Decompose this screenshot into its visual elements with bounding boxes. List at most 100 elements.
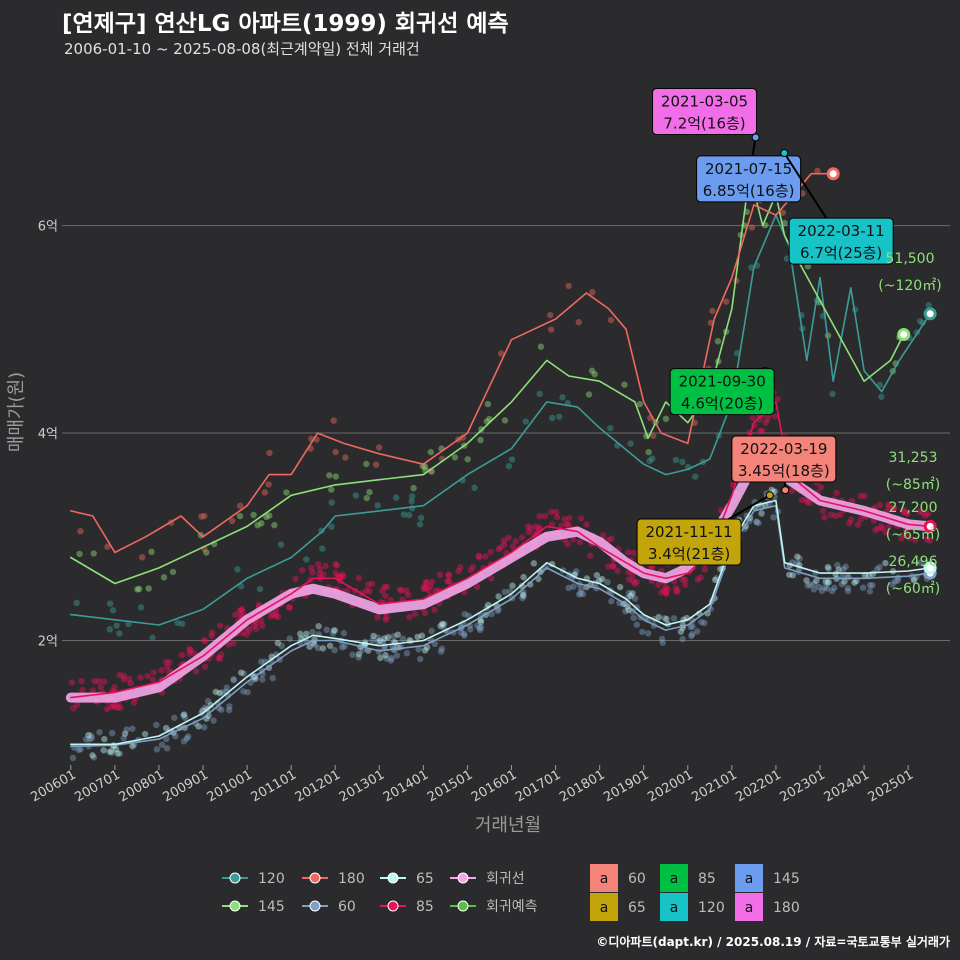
scatter-point bbox=[879, 525, 886, 532]
scatter-point bbox=[701, 619, 708, 627]
legend-label: 회귀예측 bbox=[486, 899, 538, 915]
scatter-point bbox=[163, 745, 171, 752]
scatter-point bbox=[627, 592, 634, 600]
scatter-point bbox=[411, 610, 419, 618]
scatter-point bbox=[519, 591, 527, 599]
scatter-point bbox=[111, 703, 119, 711]
scatter-point bbox=[607, 316, 615, 324]
scatter-point bbox=[210, 717, 217, 724]
scatter-point bbox=[263, 513, 270, 521]
scatter-point bbox=[677, 628, 685, 635]
scatter-point bbox=[509, 543, 517, 550]
annotation-price: 7.2억(16층) bbox=[663, 114, 745, 132]
legend-key-point bbox=[309, 872, 321, 884]
scatter-point bbox=[308, 564, 315, 571]
scatter-point bbox=[565, 282, 572, 290]
scatter-point bbox=[842, 563, 849, 570]
legend-key-glyph: a bbox=[600, 900, 609, 916]
scatter-point bbox=[576, 539, 583, 546]
scatter-point bbox=[238, 669, 245, 676]
scatter-point bbox=[377, 654, 384, 662]
legend-label: 60 bbox=[628, 871, 646, 887]
scatter-point bbox=[917, 559, 924, 566]
scatter-point bbox=[622, 608, 629, 615]
scatter-point bbox=[866, 582, 874, 589]
scatter-point bbox=[330, 417, 337, 424]
x-tick-label: 202501 bbox=[866, 767, 916, 805]
scatter-point bbox=[518, 534, 526, 541]
scatter-point bbox=[111, 683, 118, 691]
scatter-point bbox=[355, 654, 362, 661]
scatter-point bbox=[566, 514, 573, 522]
scatter-point bbox=[821, 584, 828, 591]
scatter-point bbox=[501, 588, 509, 596]
scatter-point bbox=[266, 512, 273, 519]
scatter-point bbox=[757, 427, 764, 435]
scatter-point bbox=[575, 319, 582, 326]
scatter-point bbox=[410, 484, 417, 492]
scatter-point bbox=[662, 584, 669, 591]
scatter-point bbox=[286, 604, 293, 611]
scatter-point bbox=[428, 627, 435, 635]
scatter-point bbox=[166, 659, 173, 666]
scatter-point bbox=[239, 630, 246, 637]
scatter-point bbox=[595, 577, 603, 584]
scatter-point bbox=[203, 549, 210, 556]
scatter-point bbox=[438, 620, 446, 627]
scatter-point bbox=[553, 513, 561, 521]
scatter-point bbox=[212, 688, 220, 696]
legend-key-point bbox=[457, 900, 469, 912]
scatter-point bbox=[646, 457, 653, 465]
scatter-point bbox=[137, 674, 144, 681]
x-tick-label: 201501 bbox=[425, 767, 475, 805]
scatter-point bbox=[598, 575, 606, 583]
x-tick-label: 201701 bbox=[513, 767, 563, 805]
scatter-point bbox=[319, 645, 327, 652]
scatter-point bbox=[629, 590, 636, 597]
series-line-120 bbox=[70, 214, 931, 626]
annotation-box bbox=[669, 368, 775, 416]
y-tick-label: 2억 bbox=[38, 635, 58, 650]
scatter-point bbox=[299, 567, 306, 574]
scatter-point bbox=[230, 639, 237, 647]
scatter-point bbox=[815, 583, 823, 591]
scatter-point bbox=[537, 343, 545, 350]
scatter-point bbox=[621, 381, 628, 388]
scatter-point bbox=[104, 543, 111, 550]
scatter-point bbox=[198, 513, 205, 520]
series-end-marker bbox=[897, 328, 911, 342]
scatter-point bbox=[334, 573, 342, 580]
scatter-point bbox=[779, 209, 787, 216]
scatter-point bbox=[374, 614, 381, 621]
scatter-point bbox=[692, 473, 699, 480]
scatter-point bbox=[876, 563, 883, 571]
scatter-point bbox=[314, 644, 322, 652]
scatter-point bbox=[273, 651, 280, 658]
scatter-point bbox=[423, 644, 431, 651]
scatter-point bbox=[73, 599, 80, 607]
scatter-point bbox=[536, 390, 543, 398]
scatter-point bbox=[218, 651, 225, 658]
scatter-point bbox=[674, 586, 681, 594]
legend-key-box bbox=[660, 893, 688, 921]
scatter-point bbox=[444, 578, 451, 585]
scatter-point bbox=[548, 521, 556, 528]
scatter-point bbox=[835, 566, 842, 573]
scatter-point bbox=[824, 585, 831, 592]
series-end-marker bbox=[923, 561, 937, 575]
scatter-point bbox=[148, 548, 155, 556]
scatter-point bbox=[216, 655, 224, 662]
scatter-point bbox=[829, 390, 836, 398]
scatter-point bbox=[112, 745, 120, 753]
scatter-point bbox=[246, 627, 253, 634]
scatter-point bbox=[252, 625, 260, 633]
scatter-point bbox=[655, 613, 662, 621]
legend-key-point bbox=[387, 872, 399, 884]
scatter-point bbox=[608, 598, 615, 605]
scatter-point bbox=[755, 519, 762, 527]
scatter-point bbox=[505, 534, 512, 541]
scatter-point bbox=[258, 658, 265, 665]
scatter-point bbox=[520, 593, 527, 600]
scatter-point bbox=[564, 540, 571, 548]
scatter-point bbox=[431, 606, 438, 613]
